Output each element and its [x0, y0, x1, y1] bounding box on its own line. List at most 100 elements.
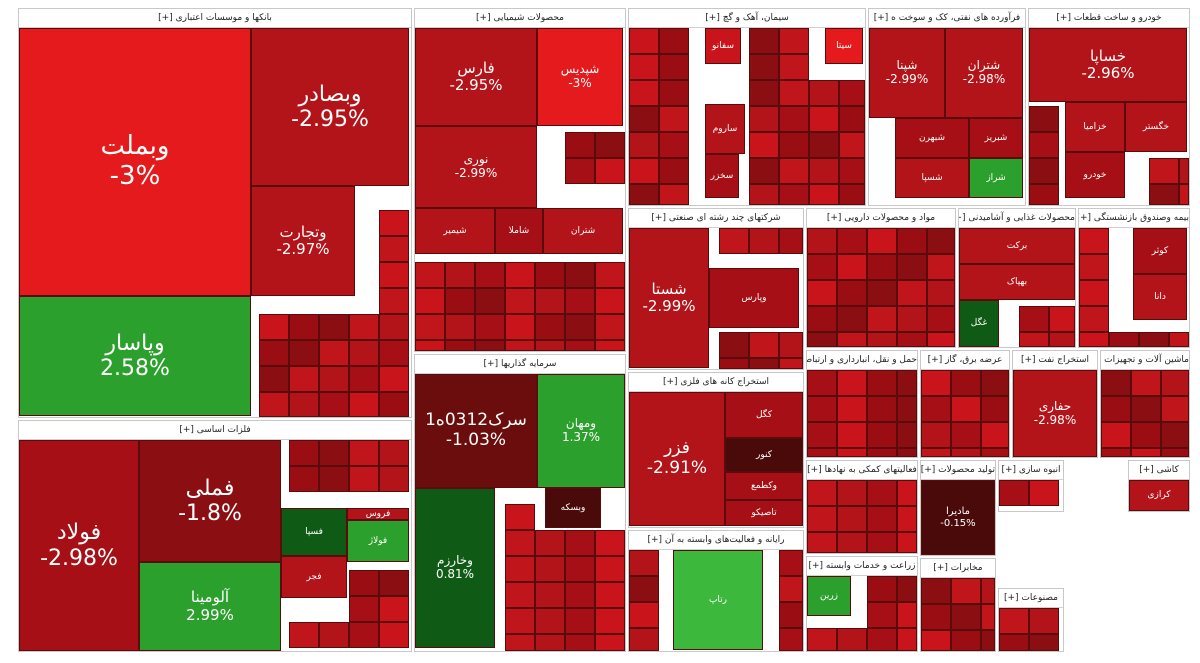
minor-stock-tile[interactable] [1161, 422, 1189, 448]
minor-stock-tile[interactable] [867, 532, 897, 553]
minor-stock-tile[interactable] [535, 288, 565, 314]
minor-stock-tile[interactable] [927, 228, 955, 254]
minor-stock-tile[interactable] [1179, 158, 1189, 184]
sector-title[interactable]: تولید محصولات [+] [921, 461, 995, 480]
stock-tile[interactable]: خودرو [1065, 152, 1125, 198]
minor-stock-tile[interactable] [951, 370, 981, 396]
minor-stock-tile[interactable] [837, 480, 867, 506]
minor-stock-tile[interactable] [749, 158, 779, 184]
minor-stock-tile[interactable] [289, 440, 319, 466]
minor-stock-tile[interactable] [981, 578, 995, 604]
minor-stock-tile[interactable] [897, 602, 917, 628]
stock-tile[interactable]: شپدیس -3% [537, 28, 623, 126]
minor-stock-tile[interactable] [807, 422, 837, 448]
minor-stock-tile[interactable] [415, 340, 445, 351]
minor-stock-tile[interactable] [779, 358, 803, 369]
minor-stock-tile[interactable] [659, 132, 689, 158]
stock-tile[interactable]: مادیرا -0.15% [921, 480, 995, 555]
minor-stock-tile[interactable] [897, 280, 927, 306]
stock-tile[interactable]: نوری -2.99% [415, 126, 537, 208]
minor-stock-tile[interactable] [807, 280, 837, 306]
minor-stock-tile[interactable] [475, 288, 505, 314]
sector-title[interactable]: سیمان، آهک و گچ [+] [629, 9, 865, 28]
minor-stock-tile[interactable] [779, 550, 803, 576]
minor-stock-tile[interactable] [349, 314, 379, 340]
minor-stock-tile[interactable] [897, 532, 917, 553]
stock-tile[interactable]: خزامیا [1065, 102, 1125, 152]
minor-stock-tile[interactable] [595, 530, 625, 556]
minor-stock-tile[interactable] [379, 210, 409, 236]
stock-tile[interactable]: فولاد -2.98% [19, 440, 139, 651]
minor-stock-tile[interactable] [1079, 254, 1109, 280]
minor-stock-tile[interactable] [289, 466, 319, 492]
stock-tile[interactable]: حفاری -2.98% [1013, 370, 1097, 457]
minor-stock-tile[interactable] [779, 54, 809, 80]
minor-stock-tile[interactable] [629, 54, 659, 80]
minor-stock-tile[interactable] [1149, 158, 1179, 184]
minor-stock-tile[interactable] [349, 570, 379, 596]
minor-stock-tile[interactable] [897, 628, 917, 651]
minor-stock-tile[interactable] [505, 340, 535, 351]
stock-tile[interactable]: کنور [725, 438, 803, 472]
stock-tile[interactable]: فولاژ [347, 520, 409, 562]
stock-tile[interactable]: وکطمع [725, 472, 803, 500]
minor-stock-tile[interactable] [349, 466, 379, 492]
minor-stock-tile[interactable] [505, 556, 535, 582]
minor-stock-tile[interactable] [565, 314, 595, 340]
minor-stock-tile[interactable] [867, 332, 897, 347]
stock-tile[interactable]: شستا -2.99% [629, 228, 709, 368]
minor-stock-tile[interactable] [897, 422, 917, 448]
sector-title[interactable]: عرضه برق، گاز [+] [921, 351, 1009, 370]
minor-stock-tile[interactable] [475, 314, 505, 340]
minor-stock-tile[interactable] [951, 396, 981, 422]
minor-stock-tile[interactable] [535, 634, 565, 651]
stock-tile[interactable]: کرازی [1129, 480, 1189, 511]
minor-stock-tile[interactable] [1079, 228, 1109, 254]
minor-stock-tile[interactable] [629, 550, 659, 576]
minor-stock-tile[interactable] [951, 630, 981, 651]
minor-stock-tile[interactable] [319, 622, 349, 648]
minor-stock-tile[interactable] [837, 370, 867, 396]
minor-stock-tile[interactable] [1029, 184, 1059, 205]
stock-tile[interactable]: سرک0312ه1 -1.03% [415, 374, 537, 488]
minor-stock-tile[interactable] [595, 582, 625, 608]
minor-stock-tile[interactable] [595, 340, 625, 351]
minor-stock-tile[interactable] [629, 628, 659, 651]
minor-stock-tile[interactable] [379, 596, 409, 622]
minor-stock-tile[interactable] [867, 228, 897, 254]
minor-stock-tile[interactable] [659, 54, 689, 80]
minor-stock-tile[interactable] [837, 422, 867, 448]
minor-stock-tile[interactable] [837, 306, 867, 332]
minor-stock-tile[interactable] [897, 480, 917, 506]
minor-stock-tile[interactable] [921, 370, 951, 396]
minor-stock-tile[interactable] [999, 634, 1029, 651]
stock-tile[interactable]: فارس -2.95% [415, 28, 537, 126]
minor-stock-tile[interactable] [595, 608, 625, 634]
minor-stock-tile[interactable] [379, 392, 409, 417]
minor-stock-tile[interactable] [565, 132, 595, 158]
minor-stock-tile[interactable] [259, 314, 289, 340]
minor-stock-tile[interactable] [505, 288, 535, 314]
minor-stock-tile[interactable] [749, 228, 779, 254]
minor-stock-tile[interactable] [505, 634, 535, 651]
sector-title[interactable]: مصنوعات [+] [999, 589, 1063, 608]
minor-stock-tile[interactable] [897, 370, 917, 396]
minor-stock-tile[interactable] [1131, 422, 1161, 448]
sector-title[interactable]: بانکها و موسسات اعتباری [+] [19, 9, 411, 28]
minor-stock-tile[interactable] [349, 440, 379, 466]
minor-stock-tile[interactable] [1149, 184, 1179, 205]
stock-tile[interactable]: سفانو [705, 28, 741, 64]
minor-stock-tile[interactable] [1079, 306, 1109, 332]
stock-tile[interactable]: شبریز [969, 118, 1023, 158]
minor-stock-tile[interactable] [951, 578, 981, 604]
minor-stock-tile[interactable] [999, 608, 1029, 634]
minor-stock-tile[interactable] [807, 228, 837, 254]
minor-stock-tile[interactable] [289, 314, 319, 340]
minor-stock-tile[interactable] [659, 28, 689, 54]
minor-stock-tile[interactable] [445, 340, 475, 351]
minor-stock-tile[interactable] [807, 370, 837, 396]
minor-stock-tile[interactable] [897, 576, 917, 602]
minor-stock-tile[interactable] [867, 602, 897, 628]
sector-title[interactable]: بیمه وصندوق بازنشستگی [+] [1079, 209, 1189, 228]
minor-stock-tile[interactable] [379, 262, 409, 288]
